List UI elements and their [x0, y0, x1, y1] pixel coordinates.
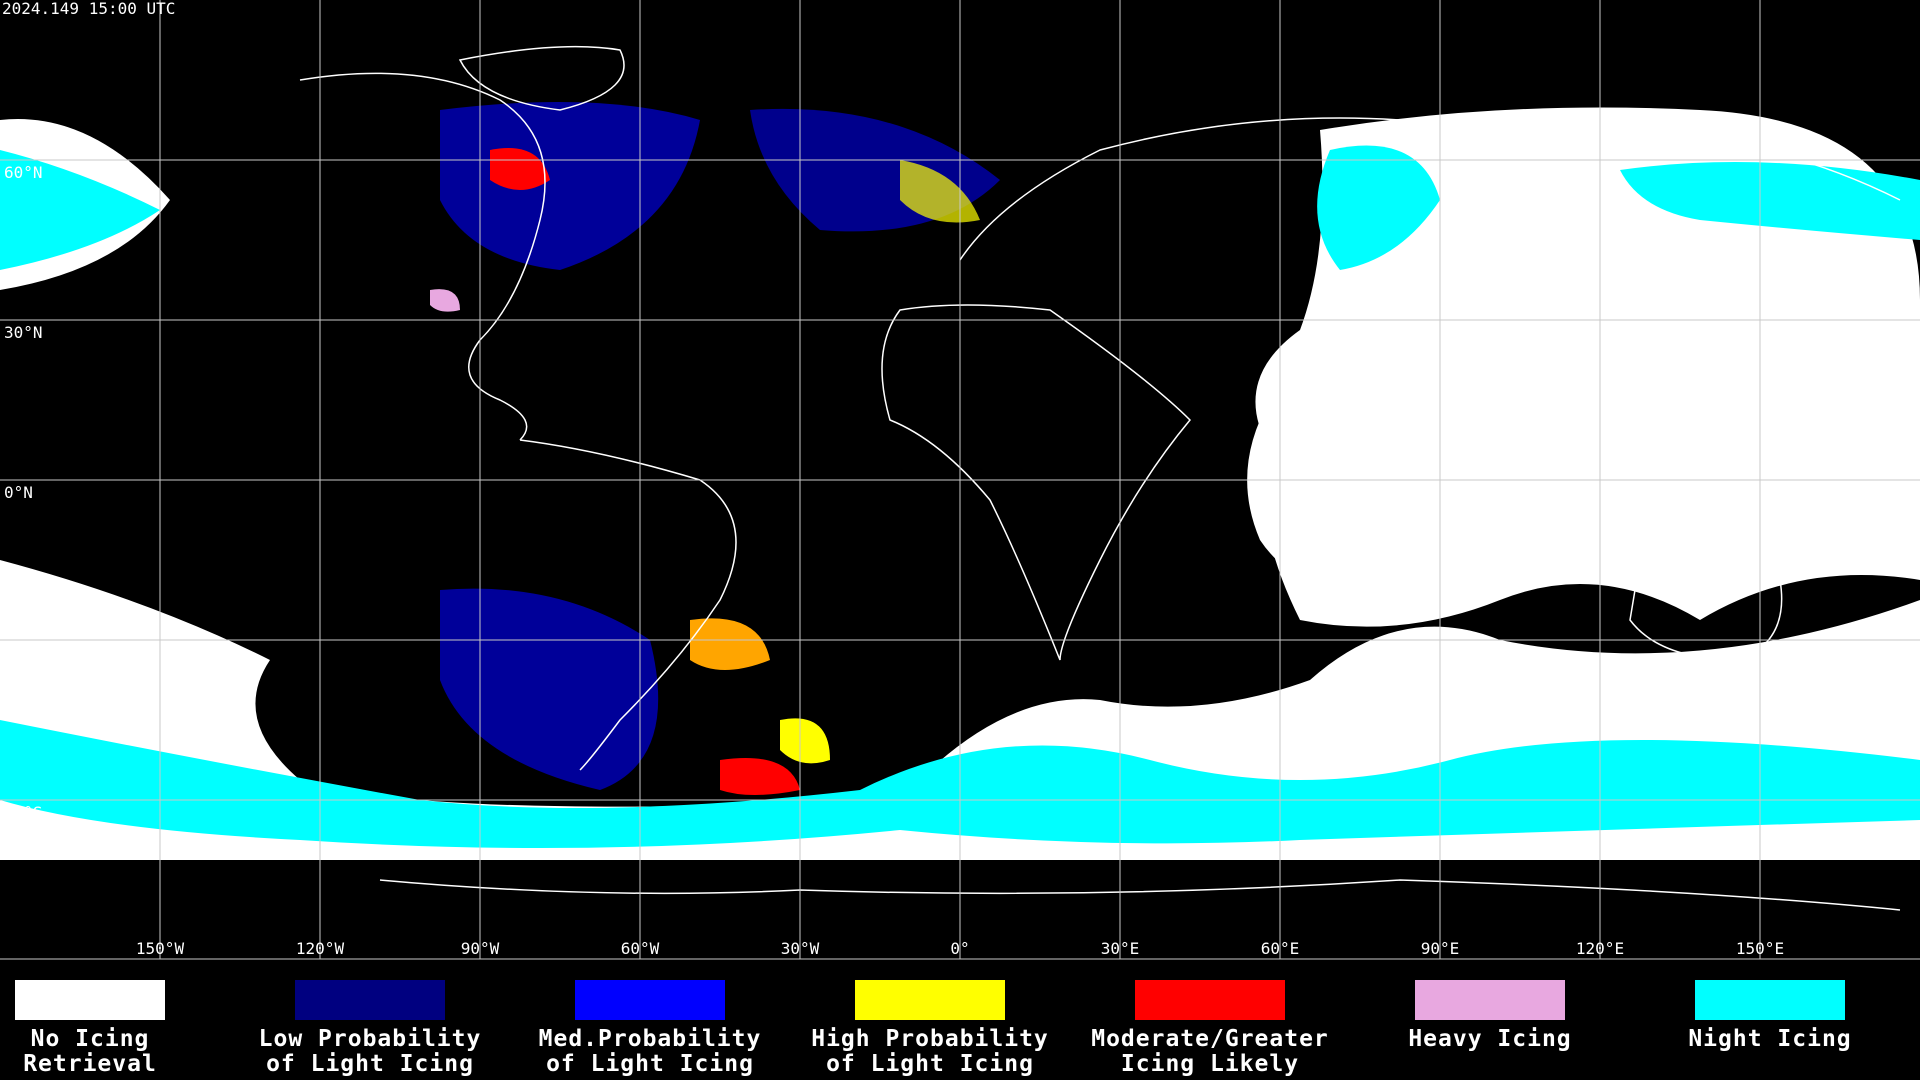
coastline — [299, 72, 546, 441]
legend-swatch — [575, 980, 725, 1020]
legend-label: Retrieval — [23, 1051, 157, 1077]
longitude-label: 150°W — [136, 939, 185, 958]
longitude-label: 60°E — [1261, 939, 1300, 958]
legend-label: Low Probability — [259, 1026, 482, 1052]
legend-swatch — [1695, 980, 1845, 1020]
night-cloud — [1620, 162, 1920, 240]
legend-label: Night Icing — [1688, 1026, 1851, 1052]
legend-label: of Light Icing — [266, 1051, 474, 1077]
coastline — [458, 45, 625, 111]
icing-patch — [720, 758, 800, 795]
legend-label: No Icing — [31, 1026, 150, 1052]
coastline — [379, 879, 1901, 911]
icing-patch — [690, 618, 770, 670]
legend-label: Moderate/Greater — [1091, 1026, 1329, 1052]
longitude-label: 150°E — [1736, 939, 1784, 958]
longitude-label: 90°E — [1421, 939, 1460, 958]
longitude-label: 120°E — [1576, 939, 1624, 958]
legend-label: High Probability — [811, 1026, 1049, 1052]
legend-label: of Light Icing — [826, 1051, 1034, 1077]
latitude-label: 60°S — [4, 803, 43, 822]
graticule — [0, 0, 1920, 959]
legend-label: Med.Probability — [539, 1026, 762, 1052]
legend-swatch — [1415, 980, 1565, 1020]
longitude-label: 30°W — [781, 939, 820, 958]
latitude-label: 60°N — [4, 163, 43, 182]
cloud — [1247, 395, 1425, 585]
longitude-label: 120°W — [296, 939, 345, 958]
coastline — [959, 116, 1901, 261]
legend-label: Icing Likely — [1121, 1051, 1299, 1077]
longitude-label: 60°W — [621, 939, 660, 958]
legend-swatch — [295, 980, 445, 1020]
coastline — [519, 439, 737, 771]
longitude-label: 0° — [950, 939, 969, 958]
longitude-label: 30°E — [1101, 939, 1140, 958]
icing-patch — [490, 148, 550, 190]
longitude-label: 90°W — [461, 939, 500, 958]
latitude-label: 0°N — [4, 483, 33, 502]
icing-patch — [780, 718, 830, 764]
icing-patch — [430, 289, 460, 312]
night-cloud — [0, 150, 160, 270]
legend-label: of Light Icing — [546, 1051, 754, 1077]
icing-patch — [440, 102, 700, 270]
icing-patch — [440, 588, 659, 790]
axis-labels: 150°W 120°W 90°W 60°W 30°W 0° 30°E 60°E 90°E 120°… — [4, 163, 1784, 958]
legend-label: Heavy Icing — [1408, 1026, 1571, 1052]
latitude-label: 30°N — [4, 323, 43, 342]
legend-swatch — [855, 980, 1005, 1020]
coastline — [1629, 552, 1783, 661]
legend-swatch — [15, 980, 165, 1020]
timestamp: 2024.149 15:00 UTC — [2, 0, 175, 18]
latitude-label: 30°S — [4, 643, 43, 662]
night-cloud — [1317, 145, 1440, 270]
legend-swatch — [1135, 980, 1285, 1020]
